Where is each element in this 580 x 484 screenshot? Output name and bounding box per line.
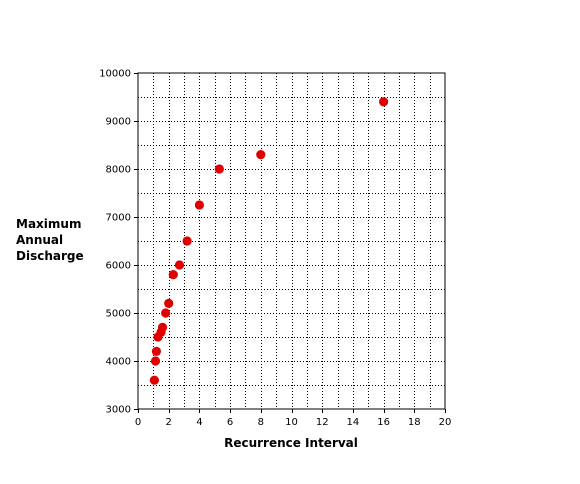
x-tick-label: 0 [135, 417, 141, 428]
y-tick-label: 7000 [106, 213, 131, 224]
data-point [256, 150, 266, 160]
x-axis-label: Recurrence Interval [224, 436, 358, 450]
grid [138, 73, 445, 409]
data-point [153, 332, 163, 342]
data-point [161, 308, 171, 318]
x-tick-label: 12 [316, 417, 329, 428]
y-tick-label: 4000 [106, 357, 131, 368]
data-point [194, 200, 204, 210]
y-axis-label-line-2: Annual [16, 233, 64, 247]
x-tick-label: 10 [285, 417, 298, 428]
data-point [164, 298, 174, 308]
y-axis-label-line-1: Maximum [16, 217, 82, 231]
y-tick-labels: 3000 4000 5000 6000 7000 8000 9000 10000 [99, 69, 131, 416]
data-point [151, 346, 162, 356]
data-point [149, 375, 160, 385]
x-tick-label: 14 [347, 417, 360, 428]
x-tick-label: 18 [408, 417, 421, 428]
y-tick-label: 5000 [106, 309, 131, 320]
data-point [174, 260, 185, 270]
x-tick-label: 16 [377, 417, 390, 428]
y-axis-label: Maximum Annual Discharge [16, 216, 126, 264]
x-tick-label: 4 [196, 417, 202, 428]
x-tick-label: 6 [227, 417, 233, 428]
data-point [182, 236, 192, 246]
axis-ticks [134, 73, 446, 413]
y-tick-label: 10000 [99, 69, 131, 80]
plot-frame [137, 72, 446, 410]
y-tick-label: 3000 [106, 405, 131, 416]
x-tick-label: 2 [166, 417, 172, 428]
y-tick-label: 9000 [106, 117, 131, 128]
data-point [150, 356, 161, 366]
data-point [168, 270, 178, 280]
y-tick-label: 8000 [106, 165, 131, 176]
data-points [149, 97, 389, 385]
data-point [379, 97, 389, 107]
x-tick-label: 20 [439, 417, 452, 428]
y-axis-label-line-3: Discharge [16, 249, 84, 263]
x-tick-labels: 0 2 4 6 8 10 12 14 16 18 20 [135, 417, 452, 428]
data-point [214, 164, 224, 174]
x-tick-label: 8 [258, 417, 264, 428]
y-tick-label: 6000 [106, 261, 131, 272]
